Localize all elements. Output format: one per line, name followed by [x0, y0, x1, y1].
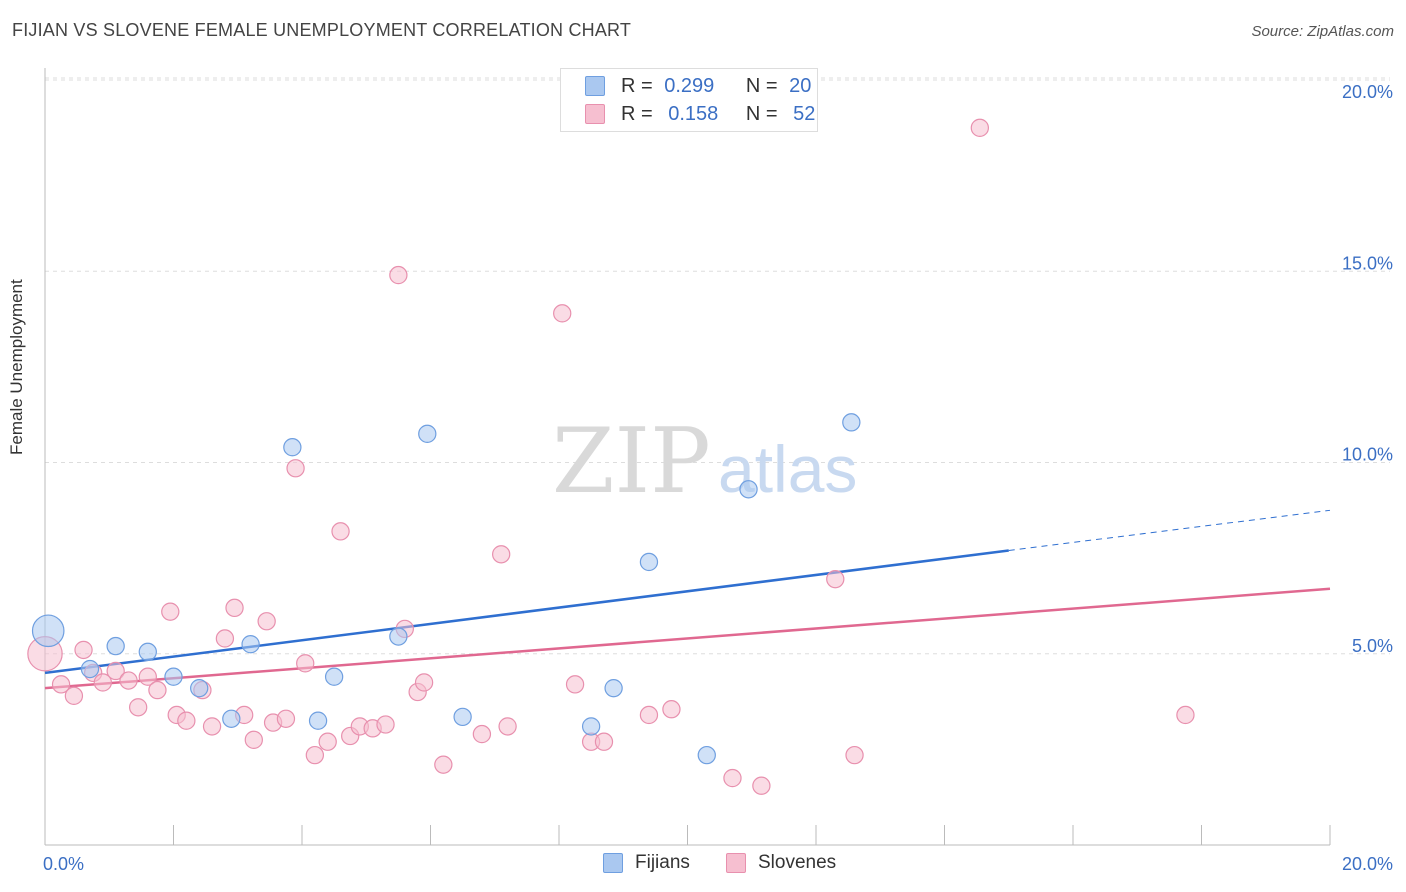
slovene-point-3 — [74, 640, 93, 660]
x-tick-label-1: 20.0% — [1342, 854, 1393, 874]
watermark-atlas: atlas — [718, 432, 857, 506]
fijians-n-value: 20 — [789, 74, 812, 97]
fijians-legend-swatch — [603, 853, 623, 873]
slovenes-legend-swatch — [726, 853, 746, 873]
gridlines — [45, 77, 1390, 655]
slovene-point-23 — [286, 459, 305, 478]
slovene-point-1 — [51, 675, 71, 694]
y-tick-label-1: 10.0% — [1342, 445, 1393, 465]
slovene-point-17 — [225, 598, 244, 618]
fijians-r-label: R = — [621, 74, 653, 97]
fijians-trend-line — [44, 549, 1009, 675]
source-label: Source: ZipAtlas.com — [1251, 23, 1394, 40]
watermark-zip: ZIP — [552, 409, 711, 514]
y-tick-label-3: 20.0% — [1342, 82, 1393, 102]
fijian-point-16 — [639, 552, 659, 572]
slovene-point-39 — [498, 717, 517, 736]
slovene-point-16 — [215, 629, 235, 648]
slovene-point-37 — [472, 724, 492, 744]
slovene-point-7 — [119, 671, 138, 690]
fijian-point-15 — [604, 679, 623, 698]
slovene-point-6 — [106, 661, 125, 681]
fijian-point-17 — [697, 745, 716, 765]
slovene-point-25 — [305, 745, 325, 765]
slovene-point-49 — [845, 745, 864, 765]
series-legend: Fijians Slovenes — [0, 852, 1406, 878]
fijian-point-12 — [222, 709, 241, 728]
fijian-point-8 — [324, 667, 344, 686]
fijian-point-9 — [389, 627, 408, 646]
slovene-point-9 — [138, 667, 157, 686]
fijian-point-7 — [283, 438, 302, 457]
legend-item-fijians[interactable]: Fijians — [603, 852, 690, 874]
slovene-point-38 — [492, 545, 511, 564]
slovenes-n-label: N = — [745, 102, 778, 125]
slovene-point-44 — [639, 705, 659, 725]
slovene-point-24 — [296, 654, 315, 673]
data-points — [27, 118, 1195, 795]
fijian-point-3 — [80, 659, 100, 679]
fijian-point-18 — [739, 480, 758, 499]
slovene-point-50 — [970, 118, 990, 137]
fijian-point-19 — [842, 413, 861, 432]
slovene-point-32 — [389, 265, 408, 285]
slovenes-swatch — [585, 104, 605, 124]
slovene-point-51 — [1176, 705, 1195, 725]
slovenes-r-value: 0.158 — [668, 102, 719, 125]
slovene-point-26 — [318, 732, 337, 751]
slovenes-trend-line — [44, 587, 1331, 690]
fijians-swatch — [585, 76, 605, 96]
slovene-point-22 — [276, 709, 296, 728]
slovene-point-31 — [376, 715, 395, 734]
y-tick-label-2: 15.0% — [1342, 253, 1393, 273]
fijian-point-13 — [453, 707, 472, 727]
fijian-point-10 — [418, 424, 437, 443]
slovene-point-40 — [553, 304, 572, 323]
fijian-point-4 — [164, 667, 183, 686]
fijian-point-5 — [190, 679, 209, 698]
fijians-trend-extension — [1008, 509, 1331, 551]
fijian-point-14 — [581, 717, 601, 736]
trend-lines — [44, 509, 1331, 690]
slovene-point-8 — [128, 698, 148, 717]
fijian-point-2 — [138, 642, 157, 662]
fijians-n-label: N = — [745, 74, 778, 97]
fijian-point-11 — [308, 711, 328, 730]
fijians-r-value: 0.299 — [664, 74, 715, 97]
x-tick-label-0: 0.0% — [43, 854, 84, 874]
slovenes-r-label: R = — [621, 102, 653, 125]
fijian-point-1 — [106, 636, 125, 656]
fijian-point-6 — [241, 635, 260, 654]
correlation-legend: R = 0.299 N = 20 R = 0.158 N = 52 — [560, 68, 818, 132]
slovenes-n-value: 52 — [793, 102, 816, 125]
slovene-point-27 — [331, 522, 350, 541]
watermark: ZIP atlas — [552, 409, 857, 514]
slovene-point-46 — [723, 768, 742, 788]
tick-labels: 5.0% 10.0% 15.0% 20.0% 0.0% 20.0% — [43, 82, 1393, 874]
y-tick-label-0: 5.0% — [1352, 636, 1393, 656]
slovene-point-19 — [244, 730, 263, 749]
slovene-point-11 — [161, 602, 180, 621]
y-axis-label: Female Unemployment — [7, 279, 26, 455]
slovene-point-10 — [148, 680, 167, 700]
legend-item-slovenes[interactable]: Slovenes — [726, 852, 836, 874]
slovene-point-13 — [177, 711, 196, 730]
slovene-point-5 — [93, 673, 112, 692]
slovene-point-41 — [565, 675, 585, 694]
slovene-point-48 — [826, 569, 845, 589]
slovene-point-45 — [662, 700, 681, 719]
slovene-point-43 — [594, 732, 614, 751]
slovene-point-47 — [752, 776, 771, 795]
slovenes-legend-label: Slovenes — [758, 852, 837, 873]
slovene-point-20 — [257, 612, 276, 631]
fijian-point-0 — [31, 614, 65, 648]
fijians-legend-label: Fijians — [635, 852, 690, 873]
axes — [44, 68, 1331, 846]
slovene-point-35 — [414, 673, 434, 692]
slovene-point-36 — [434, 755, 453, 774]
slovene-point-15 — [202, 717, 222, 736]
chart-title: FIJIAN VS SLOVENE FEMALE UNEMPLOYMENT CO… — [12, 20, 632, 40]
slovene-point-2 — [64, 686, 84, 705]
